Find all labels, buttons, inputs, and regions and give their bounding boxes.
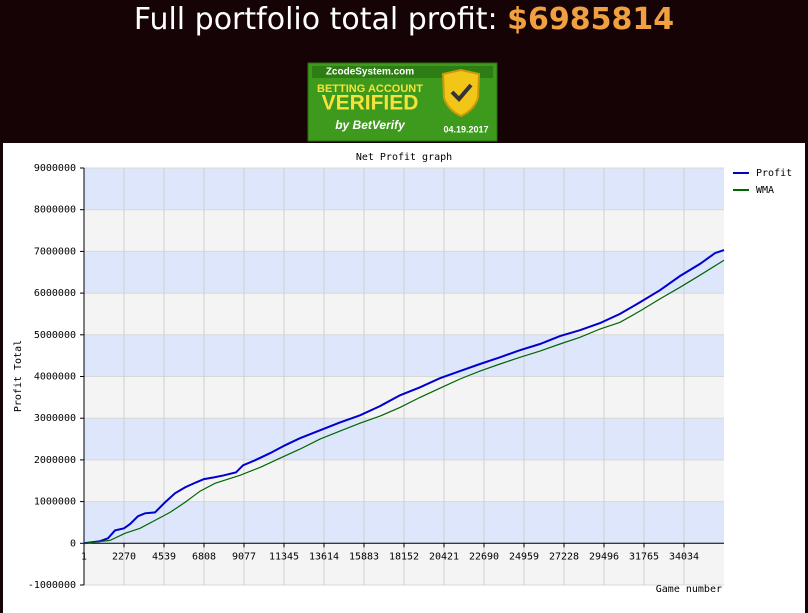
y-tick-label: 1000000 [34,497,76,508]
x-tick-label: 34034 [669,551,699,562]
y-tick-label: 9000000 [34,163,76,174]
x-tick-label: 2270 [112,551,136,562]
x-axis-label: Game number [656,584,722,595]
y-tick-label: 6000000 [34,288,76,299]
legend-label: Profit [756,168,792,179]
x-tick-label: 27228 [549,551,579,562]
y-tick-label: 8000000 [34,205,76,216]
x-tick-label: 15883 [349,551,379,562]
header-amount: $6985814 [507,2,674,37]
badge-line1: BETTING ACCOUNT [317,83,423,95]
x-tick-label: 11345 [269,551,299,562]
y-axis-label: Profit Total [13,340,24,412]
x-tick-label: 22690 [469,551,499,562]
x-tick-label: 9077 [232,551,256,562]
badge-date: 04.19.2017 [443,124,488,134]
badge-check [450,83,473,102]
verified-badge[interactable]: ZcodeSystem.com BETTING ACCOUNT VERIFIED… [307,62,498,142]
legend-label: WMA [756,185,774,196]
y-tick-label: 4000000 [34,372,76,383]
series-line [83,259,725,544]
x-tick-label: 29496 [589,551,619,562]
x-tick-label: 13614 [309,551,339,562]
y-tick-label: 0 [70,538,76,549]
x-tick-label: 20421 [429,551,459,562]
header-text: Full portfolio total profit: [134,2,498,37]
badge-by: by BetVerify [335,118,406,132]
plot [80,167,724,586]
x-tick-label: 31765 [629,551,659,562]
badge-site: ZcodeSystem.com [326,67,414,78]
y-tick-label: 3000000 [34,413,76,424]
x-tick-label: 4539 [152,551,176,562]
y-tick-label: -1000000 [28,580,76,591]
y-tick-label: 7000000 [34,246,76,257]
x-tick-label: 18152 [389,551,419,562]
y-tick-label: 5000000 [34,330,76,341]
x-tick-label: 24959 [509,551,539,562]
x-tick-label: 6808 [192,551,216,562]
y-tick-label: 2000000 [34,455,76,466]
x-tick-label: 1 [81,551,87,562]
badge-shield [441,68,481,118]
header-title: Full portfolio total profit: $6985814 [134,2,674,37]
series-line [83,249,725,545]
badge-line2: VERIFIED [322,92,419,115]
chart-title: Net Profit graph [356,152,452,163]
